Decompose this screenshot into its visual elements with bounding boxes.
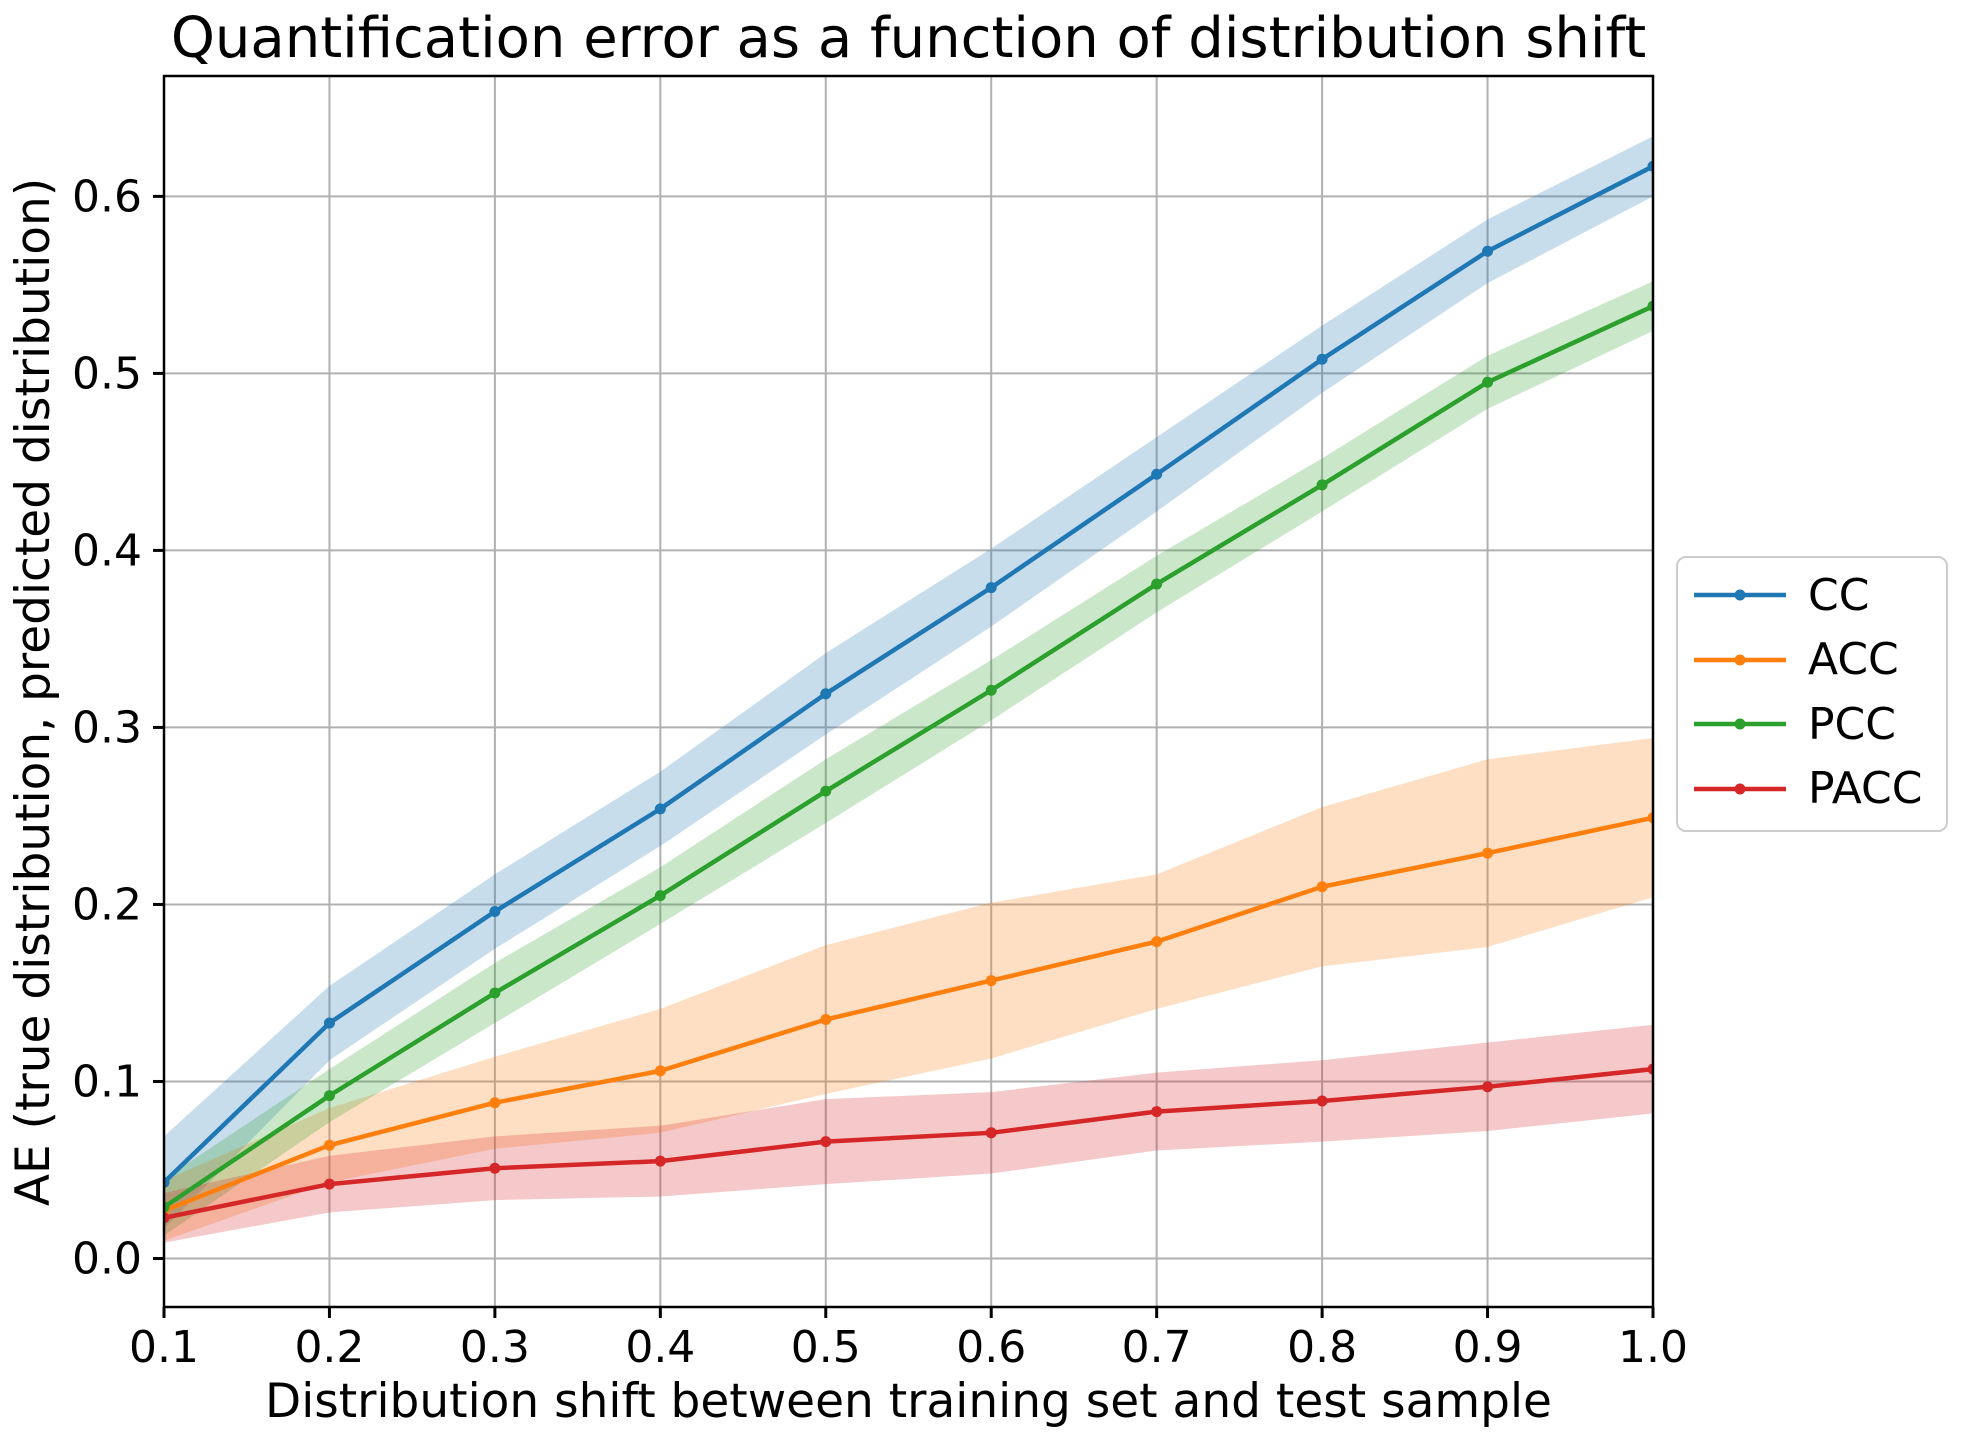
chart-title: Quantification error as a function of di… — [170, 6, 1647, 71]
legend-row-acc: ACC — [1692, 628, 1946, 693]
data-point-acc — [1316, 881, 1328, 893]
legend-label-cc: CC — [1808, 569, 1870, 621]
confidence-band-acc — [164, 738, 1653, 1241]
x-tick-label: 0.3 — [460, 1322, 530, 1373]
data-point-cc — [489, 906, 501, 918]
data-point-pacc — [985, 1127, 997, 1139]
x-tick-label: 0.8 — [1287, 1322, 1357, 1373]
axes-spines — [162, 74, 1655, 1309]
y-tick-label: 0.5 — [72, 348, 142, 399]
legend-label-pcc: PCC — [1808, 698, 1896, 750]
series-line-acc — [164, 815, 1653, 1213]
x-tick-label: 0.2 — [294, 1322, 364, 1373]
data-point-pacc — [323, 1178, 335, 1190]
data-point-pcc — [1316, 479, 1328, 491]
x-axis-label: Distribution shift between training set … — [265, 1374, 1552, 1429]
confidence-band-pacc — [164, 1024, 1653, 1243]
data-point-acc — [654, 1065, 666, 1077]
acc-line-sample-icon — [1694, 654, 1786, 666]
data-point-pacc — [1482, 1081, 1494, 1093]
data-point-pcc — [1151, 578, 1163, 590]
legend-label-acc: ACC — [1808, 634, 1899, 686]
data-point-pcc — [820, 785, 832, 797]
data-point-acc — [1151, 936, 1163, 948]
data-point-pcc — [1647, 300, 1653, 312]
x-tick-label: 0.9 — [1453, 1322, 1523, 1373]
x-tick-label: 0.1 — [129, 1322, 199, 1373]
data-point-cc — [1647, 160, 1653, 172]
confidence-band-pcc — [164, 281, 1653, 1236]
legend-row-cc: CC — [1692, 563, 1946, 628]
legend-row-pcc: PCC — [1692, 692, 1946, 757]
x-tick-label: 0.6 — [956, 1322, 1026, 1373]
y-tick-label: 0.2 — [72, 879, 142, 930]
data-point-acc — [985, 975, 997, 987]
data-point-cc — [985, 582, 997, 594]
x-tick-label: 0.4 — [625, 1322, 695, 1373]
data-point-cc — [654, 803, 666, 815]
data-point-cc — [1482, 245, 1494, 257]
data-point-acc — [1482, 847, 1494, 859]
x-tick-label: 1.0 — [1618, 1322, 1688, 1373]
axis-ticks — [153, 194, 1655, 1318]
data-point-pacc — [1151, 1106, 1163, 1118]
y-tick-label: 0.4 — [72, 525, 142, 576]
pcc-line-sample-icon — [1694, 718, 1786, 730]
data-point-cc — [323, 1017, 335, 1029]
series-line-pacc — [164, 1066, 1653, 1221]
data-point-pacc — [489, 1162, 501, 1174]
data-point-pacc — [164, 1212, 170, 1224]
data-point-acc — [323, 1139, 335, 1151]
data-point-pcc — [985, 684, 997, 696]
x-tick-label: 0.7 — [1122, 1322, 1192, 1373]
data-point-acc — [1647, 812, 1653, 824]
series-line-cc — [164, 164, 1653, 1185]
y-tick-label: 0.1 — [72, 1056, 142, 1107]
legend-row-pacc: PACC — [1692, 757, 1946, 822]
data-point-pcc — [323, 1090, 335, 1102]
data-point-cc — [1316, 353, 1328, 365]
data-point-pacc — [820, 1136, 832, 1148]
data-point-pacc — [654, 1155, 666, 1167]
x-tick-label: 0.5 — [791, 1322, 861, 1373]
data-point-cc — [1151, 468, 1163, 480]
data-point-acc — [820, 1014, 832, 1026]
y-tick-label: 0.6 — [72, 171, 142, 222]
data-point-cc — [820, 688, 832, 700]
series-line-pcc — [164, 303, 1653, 1210]
cc-line-sample-icon — [1694, 589, 1786, 601]
tick-labels: 0.1 0.2 0.3 0.4 0.5 0.6 0.7 0.8 0.9 1.0 0.0 0.1 0.2 0… — [72, 171, 1688, 1373]
data-point-cc — [164, 1176, 170, 1188]
confidence-band-cc — [164, 136, 1653, 1229]
y-tick-label: 0.0 — [72, 1233, 142, 1284]
data-point-pcc — [164, 1201, 170, 1213]
data-point-pcc — [1482, 376, 1494, 388]
pacc-line-sample-icon — [1694, 783, 1786, 795]
data-point-pcc — [654, 890, 666, 902]
legend: CC ACC PCC PACC — [1676, 556, 1948, 832]
data-point-pacc — [1647, 1063, 1653, 1075]
data-point-pacc — [1316, 1095, 1328, 1107]
data-point-acc — [489, 1097, 501, 1109]
legend-label-pacc: PACC — [1808, 763, 1923, 815]
y-tick-label: 0.3 — [72, 702, 142, 753]
data-point-pcc — [489, 987, 501, 999]
series-group — [164, 136, 1653, 1243]
